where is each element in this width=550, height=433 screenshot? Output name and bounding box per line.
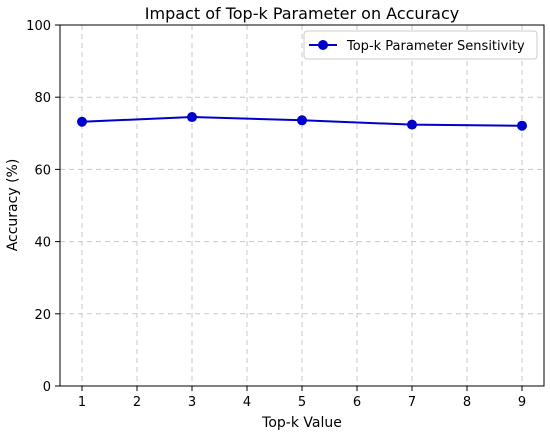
chart-title: Impact of Top-k Parameter on Accuracy [145,4,459,23]
x-tick-label: 7 [408,395,416,410]
y-tick-label: 20 [34,308,51,323]
legend-box [303,30,538,60]
legend: Top-k Parameter Sensitivity [303,30,538,60]
x-tick-label: 3 [188,395,196,410]
y-tick-label: 100 [26,19,51,34]
x-tick-label: 1 [78,395,86,410]
legend-label: Top-k Parameter Sensitivity [346,39,525,54]
x-tick-label: 6 [353,395,361,410]
x-tick-label: 4 [243,395,251,410]
data-point [517,120,527,131]
x-axis-label: Top-k Value [261,415,342,431]
data-point [297,115,307,126]
y-tick-label: 60 [34,163,51,178]
data-point [187,112,197,123]
series-layer [77,112,527,131]
y-tick-label: 80 [34,91,51,106]
data-point [77,116,87,127]
grid [60,24,544,387]
x-tick-label: 9 [518,395,526,410]
y-axis: 0 20 40 60 80 100 [26,19,60,395]
x-tick-label: 5 [298,395,306,410]
y-axis-label: Accuracy (%) [5,159,21,252]
x-tick-label: 8 [463,395,471,410]
legend-marker [318,40,328,50]
y-tick-label: 40 [34,236,51,251]
x-tick-label: 2 [133,395,141,410]
y-tick-label: 0 [43,380,51,395]
x-axis: 1 2 3 4 5 6 7 8 9 [78,386,526,410]
data-point [407,119,417,130]
